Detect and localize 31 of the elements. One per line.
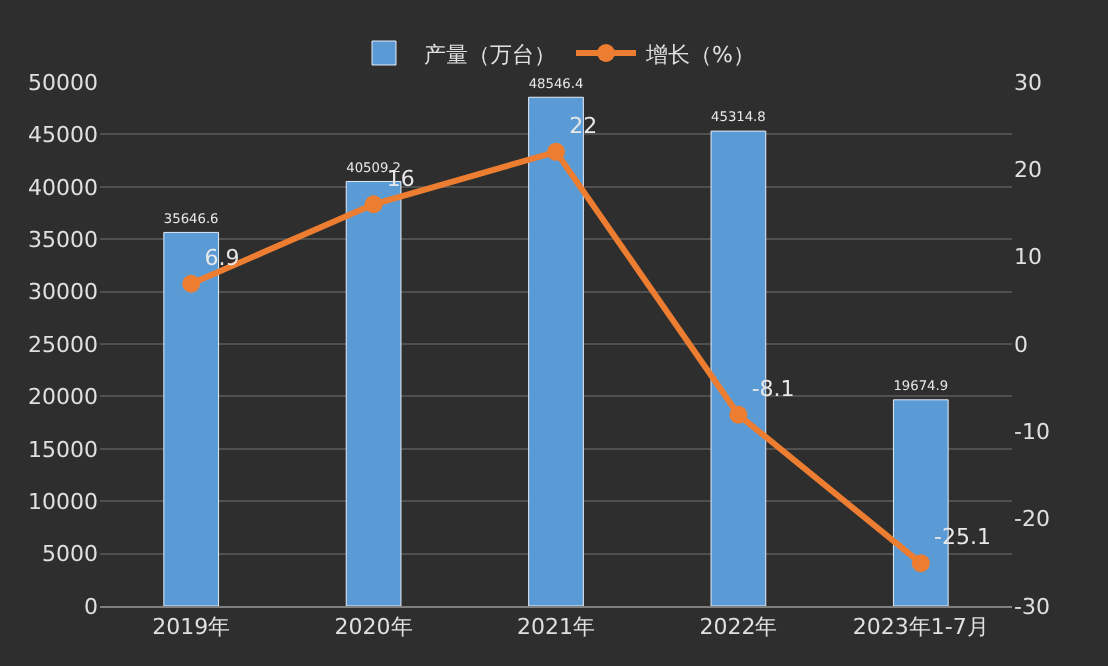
y-tick-label: 0 [84, 593, 98, 620]
x-tick-label: 2021年 [517, 614, 595, 641]
x-tick-label: 2020年 [334, 614, 413, 641]
y-tick-label: 45000 [28, 122, 98, 149]
y-tick-label: 5000 [42, 541, 98, 568]
legend-label: 增长（%） [644, 41, 755, 68]
point [547, 142, 565, 161]
y2-tick-label: 10 [1014, 244, 1042, 271]
point [182, 274, 201, 293]
y-tick-label: 40000 [28, 174, 98, 201]
y2-tick-label: -10 [1014, 419, 1050, 446]
point [911, 554, 930, 573]
y-tick-label: 50000 [28, 69, 98, 96]
y2-tick-label: 20 [1014, 157, 1042, 184]
point [364, 195, 383, 214]
y-tick-label: 15000 [28, 436, 98, 463]
legend-label: 产量（万台） [424, 41, 556, 68]
y-tick-label: 30000 [28, 279, 98, 306]
x-tick-label: 2023年1-7月 [852, 614, 989, 641]
y-tick-label: 25000 [28, 331, 98, 358]
y-tick-label: 35000 [28, 226, 98, 253]
y2-tick-label: -20 [1014, 506, 1050, 533]
y2-tick-label: 30 [1014, 69, 1042, 96]
y2-tick-label: -30 [1014, 593, 1050, 620]
y-tick-label: 20000 [28, 384, 98, 411]
x-tick-label: 2022年 [699, 614, 778, 641]
y-tick-label: 10000 [28, 488, 98, 515]
point [729, 405, 748, 424]
x-tick-label: 2019年 [152, 614, 231, 641]
y2-tick-label: 0 [1014, 331, 1028, 358]
data-label: 22 [569, 113, 598, 140]
